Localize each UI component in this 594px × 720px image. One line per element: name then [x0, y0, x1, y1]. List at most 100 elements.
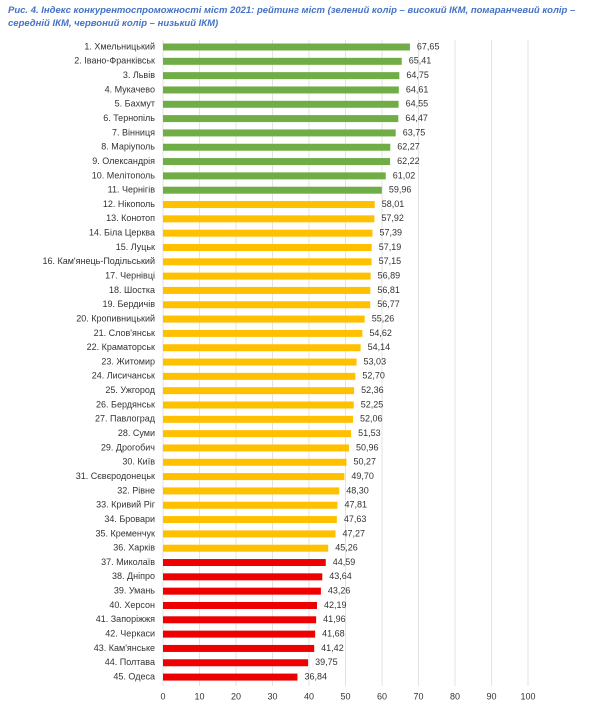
bar: [163, 86, 399, 94]
bar: [163, 430, 352, 438]
value-label: 53,03: [364, 356, 387, 366]
value-label: 36,84: [304, 671, 327, 681]
y-tick-label: 13. Конотоп: [106, 213, 155, 223]
y-tick-label: 42. Черкаси: [105, 628, 155, 638]
y-tick-label: 1. Хмельницький: [84, 41, 155, 51]
y-tick-label: 18. Шостка: [109, 285, 155, 295]
x-tick-label: 10: [194, 691, 204, 701]
bar: [163, 673, 298, 681]
y-tick-label: 8. Маріуполь: [101, 142, 155, 152]
value-label: 43,26: [328, 586, 351, 596]
y-tick-label: 19. Бердичів: [103, 299, 156, 309]
bar: [163, 201, 375, 209]
bar: [163, 344, 361, 352]
y-tick-label: 22. Краматорськ: [87, 342, 155, 352]
value-label: 56,77: [377, 299, 400, 309]
y-tick-label: 24. Лисичанськ: [92, 371, 155, 381]
bar: [163, 401, 354, 409]
value-label: 52,36: [361, 385, 384, 395]
value-label: 41,96: [323, 614, 346, 624]
value-label: 41,42: [321, 643, 344, 653]
bar: [163, 215, 375, 223]
y-tick-label: 29. Дрогобич: [101, 442, 155, 452]
y-tick-label: 25. Ужгород: [105, 385, 155, 395]
y-tick-label: 36. Харків: [113, 543, 155, 553]
bar: [163, 186, 382, 194]
x-tick-label: 100: [520, 691, 535, 701]
value-label: 56,81: [377, 285, 400, 295]
value-label: 54,14: [368, 342, 391, 352]
y-tick-label: 43. Кам'янське: [94, 643, 155, 653]
bar: [163, 458, 347, 466]
y-tick-label: 41. Запоріжжя: [96, 614, 155, 624]
bar: [163, 243, 372, 251]
value-label: 67,65: [417, 41, 440, 51]
value-label: 47,81: [345, 500, 368, 510]
x-tick-label: 30: [267, 691, 277, 701]
value-label: 43,64: [329, 571, 352, 581]
value-label: 47,63: [344, 514, 367, 524]
y-tick-label: 44. Полтава: [105, 657, 155, 667]
y-tick-label: 15. Луцьк: [116, 242, 155, 252]
x-tick-label: 70: [413, 691, 423, 701]
value-label: 48,30: [346, 485, 369, 495]
value-label: 59,96: [389, 185, 412, 195]
bar: [163, 329, 363, 337]
bar: [163, 444, 350, 452]
bar: [163, 301, 371, 309]
y-tick-label: 21. Слов'янськ: [94, 328, 155, 338]
y-tick-label: 33. Кривий Ріг: [96, 500, 156, 510]
bar: [163, 258, 372, 266]
bar: [163, 43, 410, 51]
value-label: 64,61: [406, 84, 429, 94]
y-tick-label: 31. Сєвєродонецьк: [76, 471, 155, 481]
chart-title: Рис. 4. Індекс конкурентоспроможності мі…: [8, 5, 576, 29]
y-tick-label: 11. Чернігів: [108, 185, 156, 195]
value-label: 54,62: [369, 328, 392, 338]
y-tick-label: 3. Львів: [123, 70, 155, 80]
y-tick-label: 5. Бахмут: [115, 99, 155, 109]
bar: [163, 115, 399, 123]
value-label: 50,27: [353, 457, 376, 467]
x-tick-label: 60: [377, 691, 387, 701]
bar: [163, 372, 356, 380]
value-label: 56,89: [378, 270, 401, 280]
value-label: 52,06: [360, 414, 383, 424]
bar: [163, 172, 386, 180]
value-label: 50,96: [356, 442, 379, 452]
y-tick-label: 14. Біла Церква: [89, 228, 155, 238]
bar: [163, 573, 323, 581]
value-label: 64,55: [406, 99, 429, 109]
y-tick-label: 34. Бровари: [104, 514, 155, 524]
value-label: 57,92: [381, 213, 404, 223]
y-tick-label: 27. Павлоград: [95, 414, 156, 424]
y-tick-label: 23. Житомир: [101, 356, 155, 366]
bar: [163, 100, 399, 108]
value-label: 52,70: [362, 371, 385, 381]
value-label: 62,27: [397, 142, 420, 152]
value-label: 63,75: [403, 127, 426, 137]
bar: [163, 559, 326, 567]
bar: [163, 487, 340, 495]
y-tick-label: 28. Суми: [118, 428, 155, 438]
y-tick-label: 32. Рівне: [117, 485, 155, 495]
bar: [163, 57, 402, 65]
bar: [163, 415, 354, 423]
bar: [163, 72, 400, 80]
value-label: 49,70: [351, 471, 374, 481]
bar: [163, 387, 355, 395]
bar: [163, 601, 317, 609]
value-label: 41,68: [322, 628, 345, 638]
bar: [163, 630, 316, 638]
y-tick-label: 38. Дніпро: [112, 571, 155, 581]
value-label: 64,75: [406, 70, 429, 80]
value-label: 61,02: [393, 170, 416, 180]
value-label: 39,75: [315, 657, 338, 667]
bar: [163, 501, 338, 509]
x-tick-label: 0: [160, 691, 165, 701]
y-tick-label: 37. Миколаїв: [101, 557, 155, 567]
y-tick-label: 2. Івано-Франківськ: [74, 56, 155, 66]
value-label: 42,19: [324, 600, 347, 610]
y-tick-label: 6. Тернопіль: [103, 113, 155, 123]
